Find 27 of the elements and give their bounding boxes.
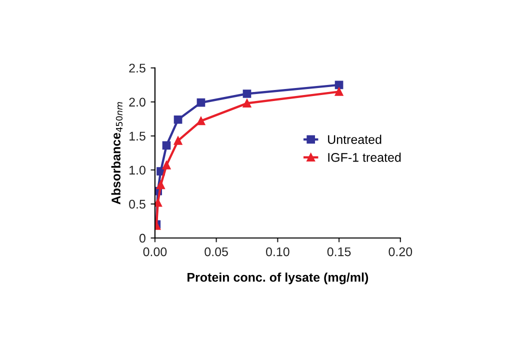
point: [156, 180, 165, 190]
point: [242, 90, 252, 98]
point: [242, 99, 252, 108]
y-axis-title: Absorbance$_{450nm}$: [111, 102, 123, 204]
y-tick-label: 0: [139, 234, 146, 243]
point: [196, 116, 206, 126]
y-tick-label: 1.5: [130, 132, 146, 141]
x-tick-label: 0.20: [388, 247, 412, 256]
x-tick-label: 0.05: [204, 247, 228, 256]
y-tick-label: 1.0: [130, 166, 146, 175]
point: [162, 161, 171, 170]
point: [334, 80, 344, 90]
point: [174, 136, 182, 145]
y-tick-label: 0.5: [129, 200, 146, 209]
legend-label: IGF-1 treated: [328, 152, 401, 162]
x-tick-label: 0.00: [143, 247, 167, 256]
point: [196, 98, 206, 107]
point: [334, 88, 344, 96]
x-tick-label: 0.10: [266, 247, 290, 256]
point: [174, 115, 182, 124]
legend-label: Untreated: [328, 134, 382, 144]
y-tick-label: 2.5: [129, 64, 146, 73]
point: [154, 198, 162, 207]
point: [162, 141, 171, 150]
x-axis-title: Protein conc. of lysate (mg/ml): [188, 272, 368, 284]
x-tick-label: 0.15: [327, 247, 351, 256]
y-tick-label: 2.0: [129, 98, 146, 107]
